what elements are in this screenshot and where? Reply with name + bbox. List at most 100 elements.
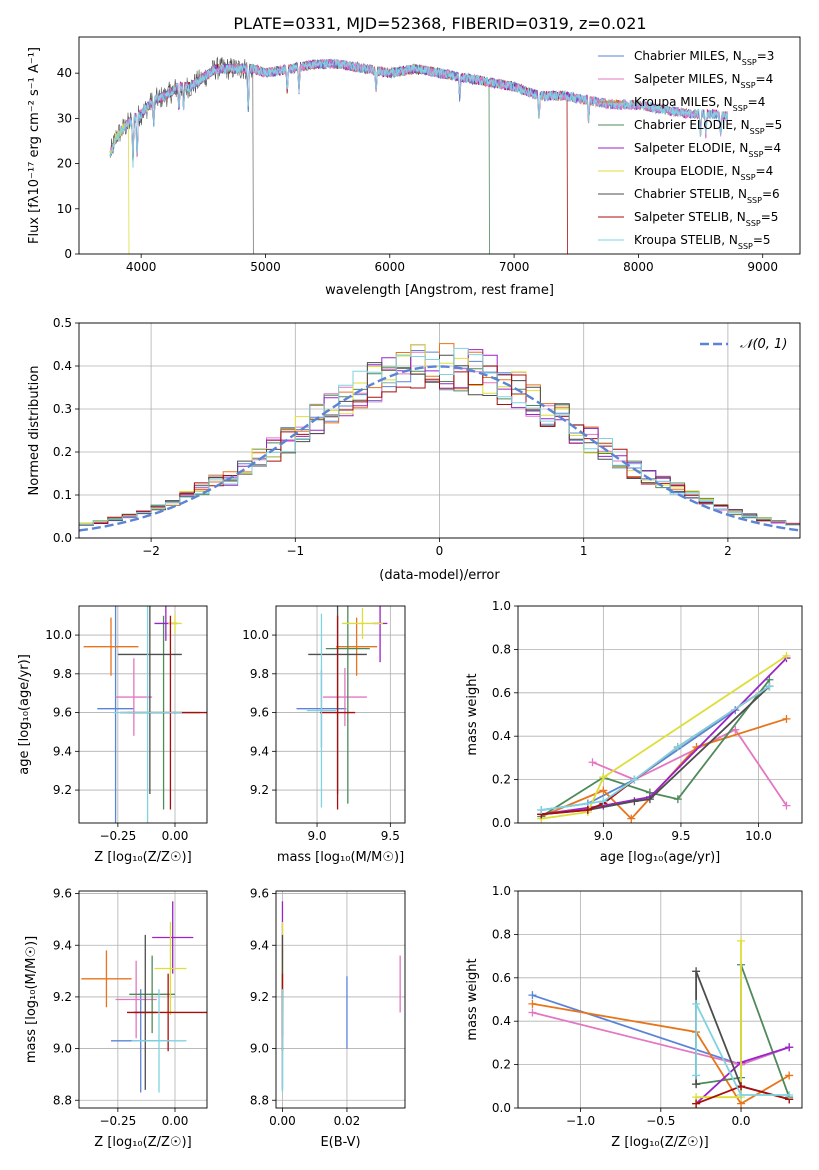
legend-label: Kroupa MILES, NSSP=4 — [634, 95, 765, 113]
y-tick-label: 8.8 — [250, 1093, 269, 1107]
x-tick-label: 8000 — [623, 260, 654, 274]
x-tick-label: 0.02 — [334, 1114, 361, 1128]
weight-series-kroupa-stelib-marker — [737, 1090, 746, 1099]
x-tick-label: 5000 — [250, 260, 281, 274]
weight-series-kroupa-stelib-marker — [537, 805, 546, 814]
legend: Chabrier MILES, NSSP=3 Salpeter MILES, NS… — [598, 49, 782, 251]
y-tick-label: 9.4 — [250, 938, 269, 952]
spectrum-line-chabrier-elodie — [109, 58, 490, 254]
y-tick-label: 9.6 — [53, 887, 72, 901]
legend-subscript: SSP — [750, 127, 765, 136]
x-tick-label: 9000 — [747, 260, 778, 274]
legend-label: Chabrier ELODIE, NSSP=5 — [634, 118, 782, 136]
x-tick-label: 9.5 — [381, 829, 400, 843]
grid — [276, 606, 405, 823]
axes-residuals: −2 −1 0 1 2 0.0 0.1 0.2 0.3 0.4 0.5 (data-model)/er… — [27, 316, 801, 583]
legend-count: =4 — [756, 72, 774, 86]
legend-label: Salpeter MILES, NSSP=4 — [634, 72, 773, 90]
y-axis-label: mass weight — [465, 673, 480, 755]
legend-count: =5 — [753, 233, 771, 247]
plot-area — [81, 901, 207, 1093]
weight-series-salpeter-stelib-marker — [692, 1099, 701, 1108]
weight-series-salpeter-stelib-marker — [737, 1082, 746, 1091]
x-tick-label: 10.0 — [745, 829, 772, 843]
x-tick-label: 0.00 — [269, 1114, 296, 1128]
legend-subscript: SSP — [747, 196, 762, 205]
legend-label: Chabrier MILES, NSSP=3 — [634, 49, 774, 67]
x-tick-label: 0.0 — [731, 1114, 750, 1128]
axes-frame — [517, 890, 803, 1109]
weight-series-chabrier-miles-marker — [528, 991, 537, 1000]
x-tick-label: 0 — [436, 544, 444, 558]
weight-series-salpeter-stelib-marker — [583, 805, 592, 814]
y-axis-label: Normed distribution — [27, 366, 42, 496]
x-tick-label: −0.25 — [99, 829, 136, 843]
x-tick-label: −0.5 — [646, 1114, 675, 1128]
axes-mass-weight-vs-age: 9.0 9.5 10.0 0.0 0.2 0.4 0.6 0.8 1.0 age [log₁₀(a… — [465, 599, 803, 865]
axes-age-vs-mass: 9.0 9.5 9.2 9.4 9.6 9.8 10.0 mass [log₁₀(M/M☉)] — [242, 605, 406, 865]
weight-series-salpeter-miles-marker — [528, 1008, 537, 1017]
y-tick-label: 0.0 — [53, 531, 72, 545]
y-tick-label: 0.3 — [53, 402, 72, 416]
y-tick-label: 9.2 — [53, 783, 72, 797]
grid — [79, 606, 207, 823]
y-tick-label: 0.0 — [492, 816, 511, 830]
y-tick-label: 10.0 — [242, 628, 269, 642]
y-tick-label: 9.0 — [53, 1042, 72, 1056]
weight-series-salpeter-miles-marker — [782, 801, 791, 810]
legend-label: Salpeter ELODIE, NSSP=4 — [634, 141, 781, 159]
y-tick-label: 9.8 — [250, 667, 269, 681]
axes-frame — [78, 890, 208, 1109]
legend-count: =3 — [757, 49, 775, 63]
weight-series-kroupa-stelib-marker — [785, 1090, 794, 1099]
weight-series-kroupa-stelib-marker — [765, 682, 774, 691]
y-tick-label: 9.2 — [53, 990, 72, 1004]
legend-count: =4 — [763, 141, 781, 155]
y-tick-label: 9.4 — [53, 938, 72, 952]
x-axis-label: Z [log₁₀(Z/Z☉)] — [94, 850, 191, 865]
y-axis-label: age [log₁₀(age/yr)] — [17, 654, 32, 775]
x-tick-label: 9.0 — [594, 829, 613, 843]
weight-series-kroupa-elodie-marker — [599, 773, 608, 782]
x-axis-label: age [log₁₀(age/yr)] — [600, 850, 721, 865]
grid — [276, 891, 405, 1108]
x-axis-label: Z [log₁₀(Z/Z☉)] — [94, 1135, 191, 1150]
spectrum-line-kroupa-elodie — [109, 123, 130, 254]
spectrum-line-salpeter-stelib — [109, 59, 568, 254]
weight-series-chabrier-stelib-marker — [630, 797, 639, 806]
weight-series-kroupa-stelib-marker — [599, 797, 608, 806]
legend-label: Salpeter STELIB, NSSP=5 — [634, 210, 778, 228]
legend-count: =6 — [762, 187, 780, 201]
y-tick-label: 1.0 — [492, 884, 511, 898]
weight-series-kroupa-stelib — [695, 1003, 790, 1096]
histogram-salpeter-stelib — [79, 365, 800, 538]
x-tick-label: 7000 — [499, 260, 530, 274]
axes-frame — [78, 322, 801, 539]
x-tick-label: 6000 — [375, 260, 406, 274]
weight-series-kroupa-miles-marker — [627, 814, 636, 823]
weight-series-kroupa-stelib-marker — [673, 743, 682, 752]
y-tick-label: 9.6 — [53, 706, 72, 720]
weight-series-kroupa-miles-marker — [599, 786, 608, 795]
x-axis-label: wavelength [Angstrom, rest frame] — [325, 283, 554, 298]
y-tick-label: 30 — [57, 111, 72, 125]
plot-area — [83, 606, 207, 823]
weight-series-kroupa-stelib-marker — [692, 1071, 701, 1080]
legend-count: =5 — [765, 118, 783, 132]
axes-frame — [78, 36, 801, 255]
spectrum-line-kroupa-stelib — [109, 58, 729, 168]
y-tick-label: 9.6 — [250, 706, 269, 720]
y-tick-label: 9.4 — [53, 744, 72, 758]
legend-label: 𝒩(0, 1) — [740, 337, 787, 352]
weight-series-chabrier-stelib-marker — [645, 795, 654, 804]
weight-series-salpeter-elodie — [541, 657, 788, 816]
grid — [518, 890, 802, 1109]
axes-frame — [275, 890, 406, 1109]
legend-count: =4 — [756, 164, 774, 178]
axes-frame — [517, 605, 803, 824]
weight-series-salpeter-miles-marker — [731, 725, 740, 734]
weight-series-kroupa-miles — [532, 1002, 790, 1105]
y-tick-label: 0.4 — [53, 359, 72, 373]
legend-label: Chabrier STELIB, NSSP=6 — [634, 187, 780, 205]
x-axis-label: (data-model)/error — [379, 568, 500, 583]
